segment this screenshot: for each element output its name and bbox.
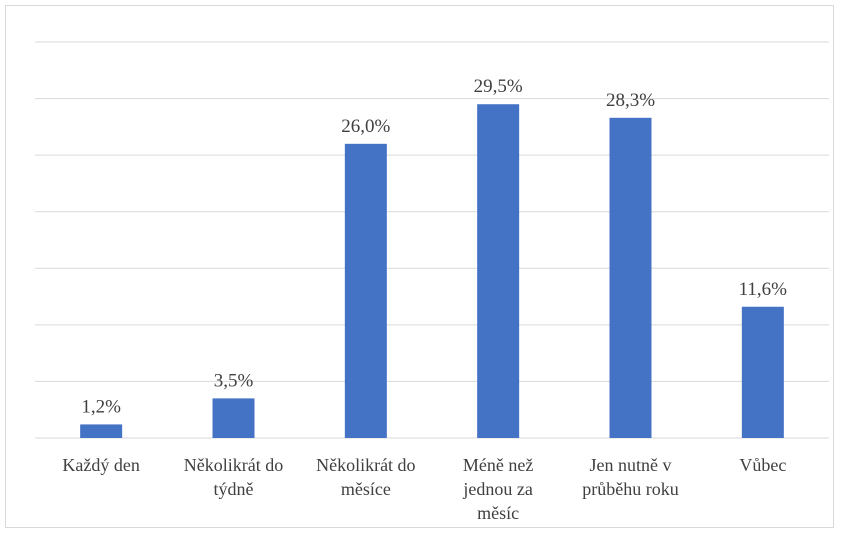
chart-frame [5,5,834,528]
x-tick-label: Vůbec [739,455,786,475]
data-labels: 1,2% 3,5% 26,0% 29,5% 28,3% 11,6% [81,76,787,417]
data-label: 1,2% [81,396,121,417]
x-tick-label-line: Méně než [463,455,533,475]
x-tick-label: Několikrát do týdně [184,455,283,499]
x-tick-label: Jen nutně v průběhu roku [582,455,678,499]
bar [477,104,520,438]
bar [80,424,123,438]
x-tick-label-line: jednou za [462,479,532,499]
x-tick-label-line: týdně [214,479,254,499]
bar [609,117,652,438]
bar [741,306,784,438]
gridlines [35,41,829,439]
x-tick-label-line: měsíce [341,479,391,499]
x-tick-label-line: měsíc [477,503,519,523]
x-tick-label-line: Jen nutně v [590,455,672,475]
x-tick-label-line: Každý den [62,455,139,475]
bar [212,398,255,438]
data-label: 28,3% [606,90,655,111]
x-tick-label-line: Několikrát do [316,455,415,475]
x-tick-label-line: průběhu roku [582,479,678,499]
data-label: 29,5% [474,76,523,97]
x-tick-label-line: Několikrát do [184,455,283,475]
x-tick-label-line: Vůbec [739,455,786,475]
bars [80,104,784,439]
x-tick-label: Méně než jednou za měsíc [462,455,533,523]
data-label: 3,5% [214,370,254,391]
bar [344,143,387,439]
data-label: 11,6% [739,279,788,300]
x-tick-label: Každý den [62,455,139,475]
data-label: 26,0% [341,116,390,137]
x-tick-label: Několikrát do měsíce [316,455,415,499]
